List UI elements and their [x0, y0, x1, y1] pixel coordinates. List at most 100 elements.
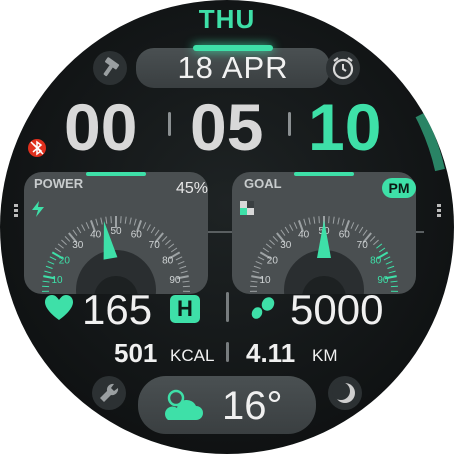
time-minutes: 05 — [190, 90, 264, 164]
power-scale-label: 50 — [110, 226, 122, 237]
power-tick — [154, 232, 164, 243]
goal-tick — [344, 220, 351, 233]
goal-glow — [294, 172, 354, 176]
power-gauge[interactable]: E102030405060708090F — [24, 172, 208, 294]
goal-tick — [383, 256, 391, 261]
power-tick — [154, 229, 160, 236]
heart-rate-value: 165 — [82, 286, 153, 333]
power-tick — [179, 265, 187, 269]
power-tick — [45, 265, 53, 269]
goal-gauge-title: GOAL — [244, 176, 282, 191]
time-separator — [168, 112, 171, 136]
power-scale-label: 70 — [149, 240, 161, 251]
goal-scale-label: 10 — [260, 275, 272, 286]
time-seconds: 10 — [308, 90, 382, 164]
goal-tick — [253, 265, 261, 269]
power-tick — [72, 229, 78, 236]
calories-unit: KCAL — [170, 346, 215, 365]
power-glow — [86, 172, 146, 176]
goal-scale-label: 60 — [339, 230, 351, 241]
goal-tick — [332, 216, 335, 224]
power-tick — [124, 216, 127, 224]
side-indicator-left — [14, 204, 18, 217]
power-tick — [49, 256, 57, 261]
temperature: 16° — [222, 384, 283, 428]
power-tick — [89, 220, 96, 233]
power-knob — [94, 276, 138, 294]
goal-tick — [388, 270, 396, 274]
goal-tick — [390, 280, 398, 283]
secondary-divider — [226, 342, 229, 362]
goal-tick — [369, 236, 376, 242]
metrics-divider — [226, 292, 229, 322]
goal-tick — [373, 239, 379, 246]
power-tick — [133, 218, 137, 226]
wrench-icon[interactable] — [92, 376, 126, 410]
power-tick — [182, 280, 190, 283]
goal-tick — [252, 270, 260, 274]
checker-icon — [240, 201, 254, 215]
goal-scale-label: 80 — [370, 255, 382, 266]
alarm-clock-icon[interactable] — [326, 51, 360, 85]
moon-phase-icon[interactable] — [328, 376, 362, 410]
goal-tick — [376, 251, 389, 260]
goal-needle — [317, 220, 331, 258]
power-tick — [175, 256, 183, 261]
goal-tick — [284, 226, 290, 234]
goal-tick — [337, 217, 340, 225]
time-hours: 00 — [64, 90, 138, 164]
power-tick — [44, 270, 52, 274]
power-tick — [85, 222, 90, 229]
goal-tick — [269, 239, 275, 246]
date-pill[interactable] — [136, 45, 330, 88]
goal-tick — [308, 217, 311, 225]
goal-tick — [362, 229, 368, 236]
goal-tick — [293, 222, 298, 229]
goal-tick — [262, 247, 270, 253]
power-hub — [76, 250, 156, 294]
goal-tick — [378, 247, 386, 253]
power-percent: 45% — [176, 180, 209, 197]
power-tick — [81, 224, 86, 231]
goal-tick — [276, 232, 286, 243]
power-tick — [43, 275, 56, 280]
footsteps-icon — [251, 297, 275, 319]
power-tick — [47, 261, 55, 265]
power-tick — [150, 226, 156, 234]
power-scale-label: 10 — [52, 275, 64, 286]
power-tick — [142, 222, 147, 229]
heart-rate-zone-badge: H — [170, 295, 200, 323]
distance-unit: KM — [312, 346, 338, 365]
distance-value: 4.11 — [246, 338, 296, 368]
goal-scale-label: 40 — [298, 230, 310, 241]
power-scale-label: 40 — [90, 230, 102, 241]
goal-tick — [313, 216, 316, 224]
bluetooth-disconnected-icon — [28, 139, 46, 157]
power-needle — [103, 221, 118, 260]
power-gauge-title: POWER — [34, 176, 84, 191]
power-tick — [100, 217, 103, 225]
ampm-badge: PM — [382, 178, 416, 198]
goal-scale-label: 90 — [377, 275, 389, 286]
goal-tick — [259, 251, 272, 260]
goal-gauge-dial: S102030405060708090F — [250, 172, 398, 294]
power-tick — [165, 239, 171, 246]
goal-tick — [289, 224, 294, 231]
power-scale-label: 90 — [169, 275, 181, 286]
power-tick — [168, 243, 175, 249]
power-tick — [51, 251, 64, 260]
hammer-icon[interactable] — [93, 51, 127, 85]
power-tick — [170, 247, 178, 253]
goal-tick — [387, 265, 395, 269]
power-tick — [42, 280, 50, 283]
weather-pill[interactable] — [138, 376, 316, 434]
power-tick — [68, 232, 78, 243]
time-separator — [288, 112, 291, 136]
heart-icon — [45, 295, 73, 320]
power-tick — [180, 270, 188, 274]
power-tick — [146, 224, 151, 231]
power-tick — [64, 236, 71, 242]
goal-tick — [251, 275, 264, 280]
power-scale-label: 30 — [72, 240, 84, 251]
